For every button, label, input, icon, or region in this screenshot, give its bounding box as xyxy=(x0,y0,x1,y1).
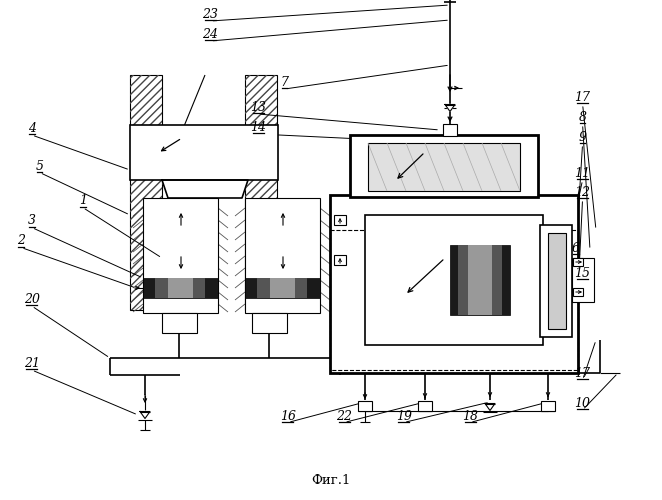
Polygon shape xyxy=(140,412,150,418)
Polygon shape xyxy=(445,104,455,112)
Bar xyxy=(257,278,307,298)
Text: 8: 8 xyxy=(579,111,587,124)
Bar xyxy=(130,125,278,180)
Bar xyxy=(330,230,578,370)
Text: 7: 7 xyxy=(281,76,289,89)
Text: 6: 6 xyxy=(572,242,580,255)
Bar xyxy=(330,195,578,373)
Bar xyxy=(548,233,566,329)
Bar xyxy=(162,313,197,333)
Text: 5: 5 xyxy=(36,160,44,172)
Polygon shape xyxy=(485,404,495,410)
Bar xyxy=(143,278,218,298)
Bar xyxy=(368,143,520,191)
Text: 17: 17 xyxy=(575,367,591,380)
Text: 24: 24 xyxy=(203,28,218,41)
Text: 1: 1 xyxy=(79,194,87,207)
Bar xyxy=(334,255,346,265)
Text: 3: 3 xyxy=(28,214,36,228)
Polygon shape xyxy=(162,180,248,198)
Text: 2: 2 xyxy=(17,234,25,248)
Text: 22: 22 xyxy=(336,410,352,422)
Text: 15: 15 xyxy=(575,267,591,280)
Bar xyxy=(573,258,583,266)
Bar xyxy=(245,198,320,313)
Text: 21: 21 xyxy=(24,357,40,370)
Text: 16: 16 xyxy=(280,410,296,422)
Bar xyxy=(573,288,583,296)
Bar xyxy=(540,225,572,337)
Text: 11: 11 xyxy=(575,167,591,180)
Bar xyxy=(155,278,205,298)
Bar xyxy=(245,278,320,298)
Text: 23: 23 xyxy=(203,8,218,21)
Bar xyxy=(245,75,277,310)
Bar xyxy=(450,245,510,315)
Text: 4: 4 xyxy=(28,122,36,135)
Text: 10: 10 xyxy=(575,397,591,410)
Text: 20: 20 xyxy=(24,293,40,306)
Text: 17: 17 xyxy=(575,91,591,104)
Bar xyxy=(270,278,295,298)
Text: Фиг.1: Фиг.1 xyxy=(311,474,351,486)
Bar xyxy=(245,75,277,310)
Bar xyxy=(143,198,218,313)
Text: 13: 13 xyxy=(250,101,266,114)
Bar xyxy=(572,258,594,302)
Bar xyxy=(168,278,193,298)
Text: 19: 19 xyxy=(396,410,412,422)
Bar xyxy=(443,124,457,136)
Bar xyxy=(350,135,538,197)
Bar xyxy=(130,75,162,310)
Bar xyxy=(541,401,555,411)
Text: 12: 12 xyxy=(575,186,591,199)
Bar xyxy=(458,245,502,315)
Bar xyxy=(365,215,543,345)
Bar xyxy=(252,313,287,333)
Text: 18: 18 xyxy=(462,410,478,422)
Bar xyxy=(358,401,372,411)
Bar xyxy=(130,75,162,310)
Text: 9: 9 xyxy=(579,131,587,144)
Bar xyxy=(334,215,346,225)
Bar xyxy=(418,401,432,411)
Bar xyxy=(468,245,492,315)
Text: 14: 14 xyxy=(250,121,266,134)
